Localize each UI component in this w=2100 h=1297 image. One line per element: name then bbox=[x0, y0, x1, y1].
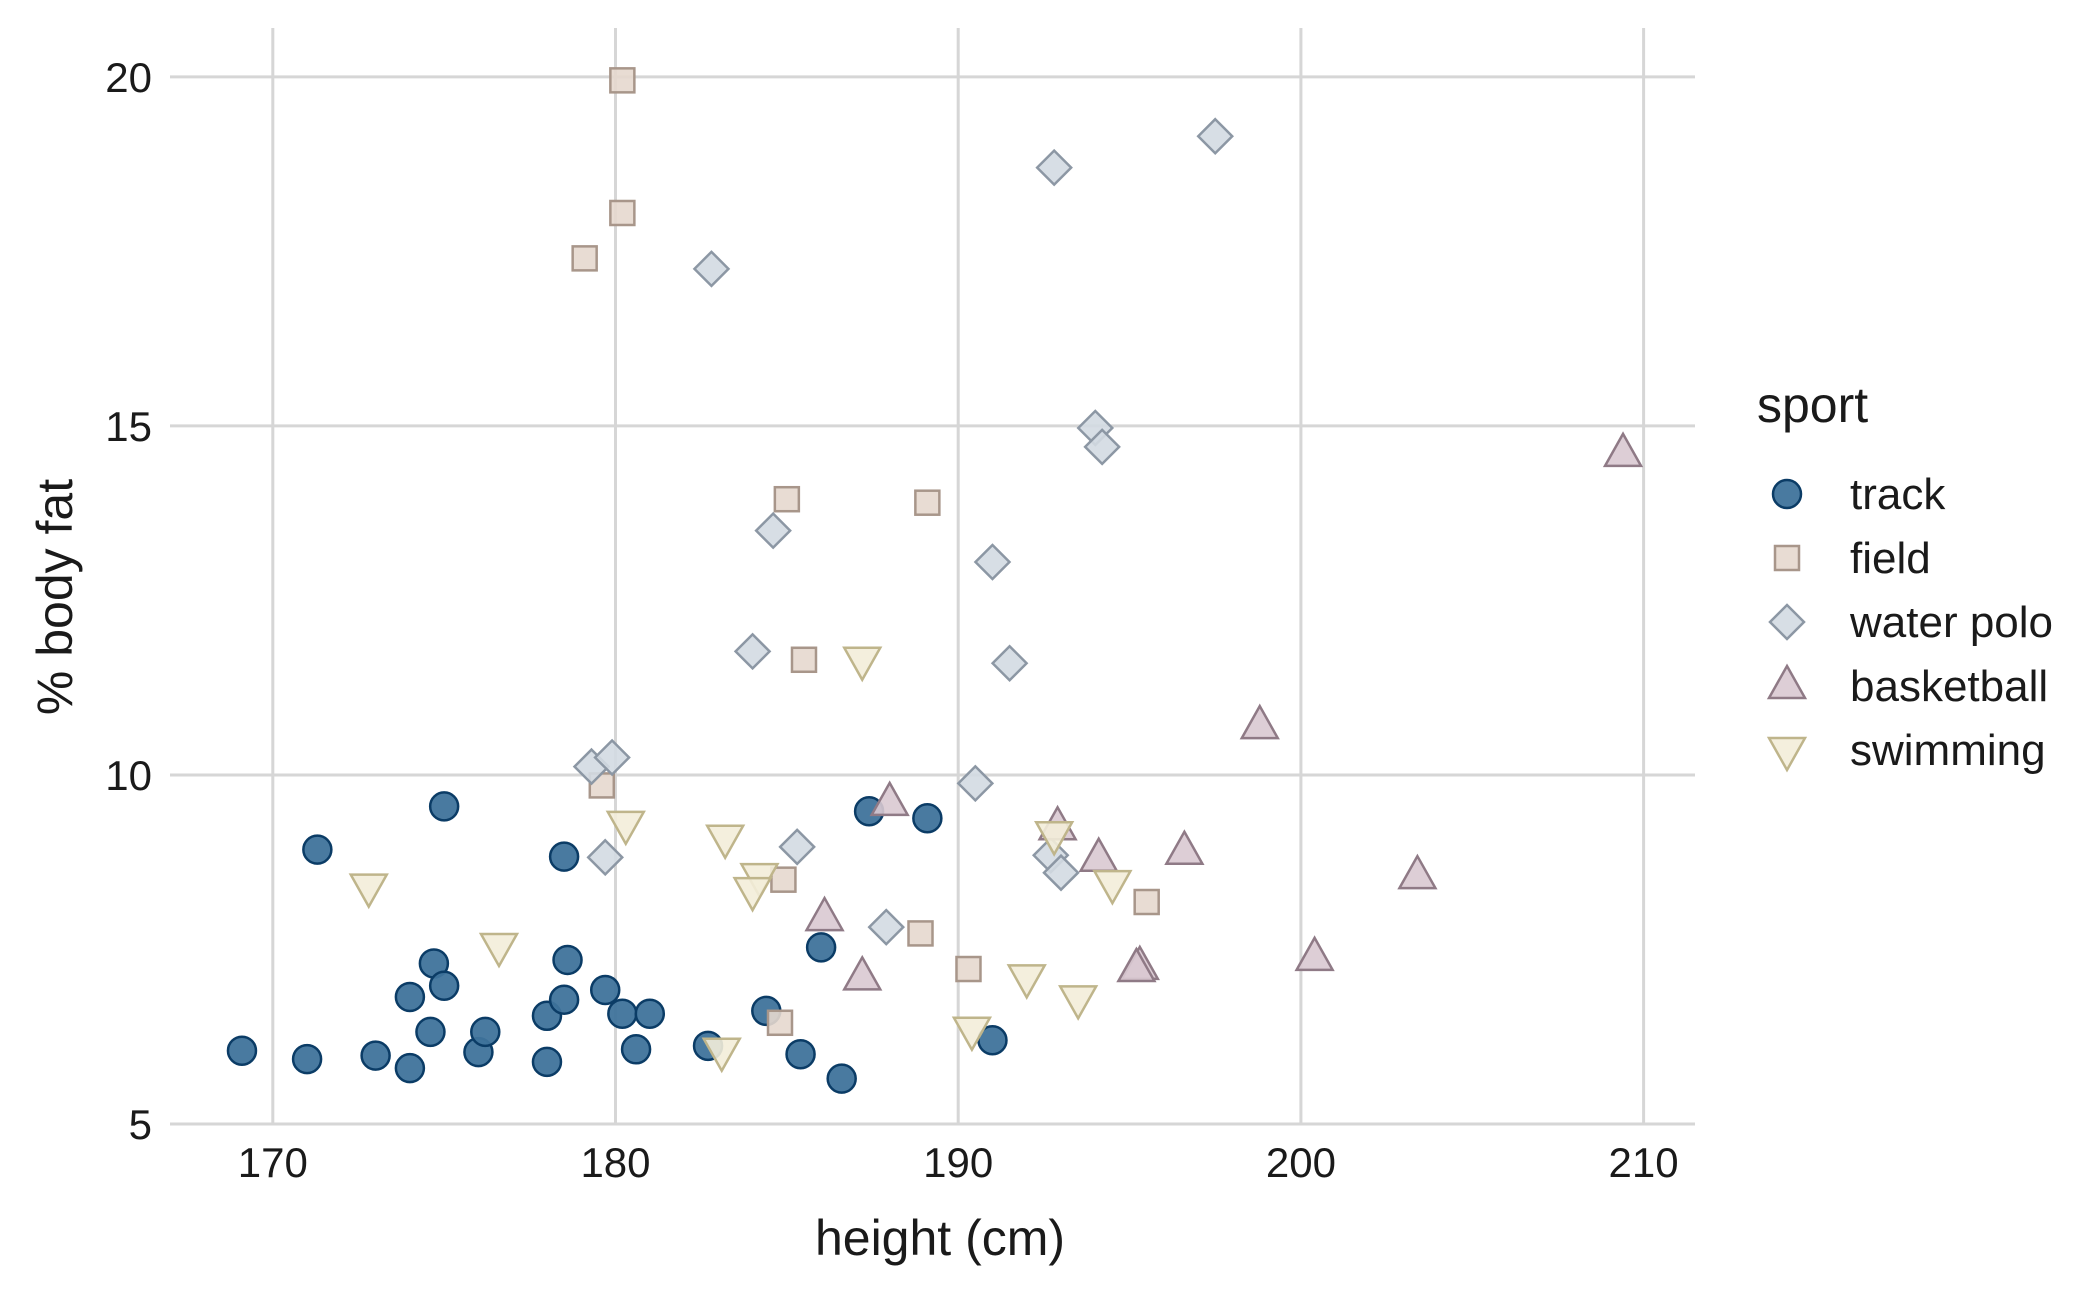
field-point bbox=[955, 955, 982, 983]
track-point bbox=[805, 932, 837, 963]
x-tick-label: 200 bbox=[1266, 1139, 1336, 1186]
legend-swimming-key bbox=[1766, 736, 1808, 773]
track-point bbox=[607, 998, 638, 1029]
basketball-point bbox=[1397, 853, 1438, 890]
water-polo-point bbox=[956, 764, 995, 803]
water-polo-point bbox=[586, 838, 624, 877]
track-point bbox=[552, 944, 583, 976]
swimming-point bbox=[1092, 869, 1133, 906]
water-polo-point bbox=[1083, 428, 1121, 466]
basketball-point bbox=[1602, 431, 1644, 468]
water-polo-point bbox=[754, 511, 792, 550]
track-point bbox=[291, 1043, 323, 1075]
x-tick-label: 210 bbox=[1609, 1139, 1679, 1186]
legend-track-key bbox=[1771, 478, 1803, 510]
legend-basketball-label: basketball bbox=[1850, 662, 2048, 711]
swimming-point bbox=[705, 824, 746, 861]
x-tick-label: 190 bbox=[923, 1139, 993, 1186]
legend-water-polo-label: water polo bbox=[1849, 598, 2053, 647]
swimming-point bbox=[1034, 821, 1075, 857]
track-point bbox=[826, 1063, 857, 1094]
field-point bbox=[766, 1009, 794, 1037]
water-polo-point bbox=[1042, 853, 1080, 892]
legend-title: sport bbox=[1757, 377, 1868, 433]
track-point bbox=[785, 1038, 816, 1070]
track-point bbox=[415, 1016, 446, 1048]
water-polo-point bbox=[973, 543, 1012, 581]
field-point bbox=[571, 245, 598, 272]
water-polo-point bbox=[733, 632, 772, 671]
x-tick-label: 180 bbox=[580, 1139, 650, 1186]
field-point bbox=[609, 67, 636, 94]
water-polo-point bbox=[1196, 117, 1234, 155]
basketball-point bbox=[1294, 935, 1335, 972]
track-point bbox=[394, 1052, 426, 1084]
track-point bbox=[394, 981, 426, 1013]
field-point bbox=[770, 866, 797, 893]
swimming-point bbox=[605, 810, 646, 847]
field-point bbox=[609, 199, 636, 227]
field-point bbox=[1133, 888, 1160, 916]
track-point bbox=[428, 791, 460, 822]
track-point bbox=[531, 1046, 563, 1078]
swimming-point bbox=[348, 873, 389, 910]
track-point bbox=[226, 1035, 258, 1066]
track-point bbox=[302, 834, 333, 865]
water-polo-point bbox=[990, 644, 1029, 683]
track-point bbox=[360, 1040, 391, 1071]
legend-items: track field water polo basketball swimming bbox=[1766, 470, 2053, 775]
field-point bbox=[790, 646, 818, 674]
grid-lines bbox=[170, 28, 1695, 1126]
field-point bbox=[773, 485, 801, 513]
legend-basketball-key bbox=[1766, 663, 1808, 700]
y-tick-label: 10 bbox=[105, 752, 152, 799]
x-axis-title: height (cm) bbox=[815, 1210, 1065, 1266]
track-point bbox=[470, 1016, 501, 1048]
legend-field-label: field bbox=[1850, 534, 1931, 583]
swimming-point bbox=[1058, 985, 1099, 1021]
basketball-point bbox=[842, 954, 883, 991]
legend: sport track field water polo basketball swim… bbox=[1757, 377, 2053, 775]
swimming-point bbox=[951, 1016, 993, 1053]
swimming-point bbox=[732, 876, 773, 913]
legend-water-polo-key bbox=[1768, 603, 1806, 641]
water-polo-point bbox=[692, 250, 731, 288]
track-point bbox=[548, 841, 580, 872]
track-point bbox=[634, 998, 666, 1029]
data-points bbox=[226, 67, 1644, 1094]
track-point bbox=[912, 802, 943, 834]
track-point bbox=[589, 974, 621, 1006]
x-tick-label: 170 bbox=[238, 1139, 308, 1186]
field-point bbox=[914, 489, 941, 516]
basketball-point bbox=[1164, 829, 1205, 865]
tick-labels: 170 180 190 200 210 5 10 15 20 bbox=[105, 54, 1678, 1186]
y-axis-title: % body fat bbox=[27, 479, 83, 715]
basketball-point bbox=[1239, 703, 1280, 740]
y-tick-label: 20 bbox=[105, 54, 152, 101]
track-point bbox=[428, 970, 460, 1002]
basketball-point bbox=[804, 895, 845, 932]
y-tick-label: 15 bbox=[105, 403, 152, 450]
track-point bbox=[548, 984, 580, 1015]
water-polo-point bbox=[593, 738, 631, 777]
water-polo-point bbox=[867, 908, 906, 946]
water-polo-point bbox=[778, 828, 816, 866]
legend-track-label: track bbox=[1850, 470, 1946, 519]
basketball-point bbox=[1078, 836, 1119, 872]
water-polo-point bbox=[1035, 148, 1073, 187]
basketball-point bbox=[1116, 946, 1157, 983]
legend-swimming-label: swimming bbox=[1850, 726, 2046, 775]
y-tick-label: 5 bbox=[129, 1101, 152, 1148]
track-point bbox=[620, 1034, 652, 1065]
swimming-point bbox=[1006, 964, 1047, 1000]
basketball-point bbox=[869, 780, 910, 817]
field-point bbox=[907, 920, 934, 947]
swimming-point bbox=[701, 1037, 742, 1074]
swimming-point bbox=[842, 646, 883, 683]
legend-field-key bbox=[1773, 544, 1801, 572]
swimming-point bbox=[478, 932, 520, 969]
